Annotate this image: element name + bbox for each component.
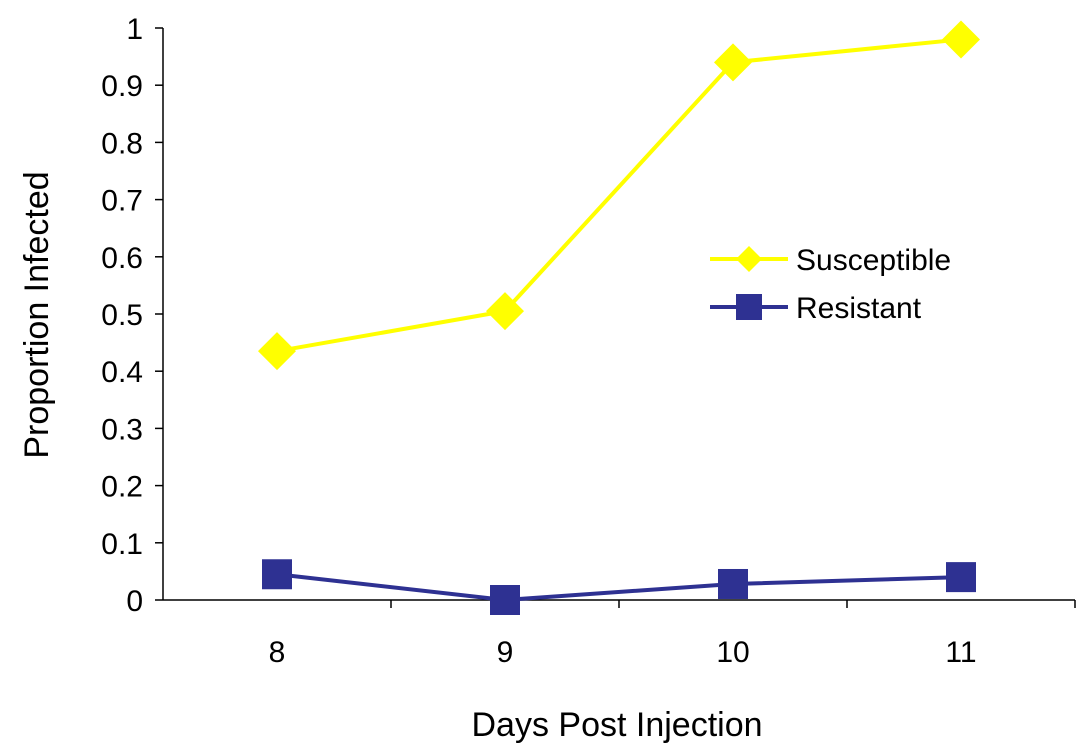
legend-swatch-marker: [736, 294, 762, 320]
x-tick-label: 11: [945, 636, 976, 669]
x-axis: 8 9 10 11: [163, 599, 1076, 669]
susceptible-point: [714, 43, 752, 82]
y-tick-label: 0.1: [101, 528, 143, 561]
y-tick-label: 0.3: [101, 413, 143, 446]
legend-label: Susceptible: [796, 244, 951, 277]
legend-item-resistant: Resistant: [710, 292, 922, 325]
susceptible-point: [486, 292, 524, 331]
legend-label: Resistant: [796, 292, 922, 325]
x-axis-title: Days Post Injection: [471, 706, 762, 744]
resistant-point: [262, 559, 292, 590]
y-tick-label: 0: [126, 585, 143, 618]
resistant-series: [262, 559, 976, 615]
y-tick-label: 0.4: [101, 356, 143, 389]
x-tick-label: 9: [497, 636, 514, 669]
x-tick-label: 8: [269, 636, 286, 669]
susceptible-point: [942, 20, 980, 59]
resistant-point: [490, 585, 520, 615]
resistant-line: [276, 572, 962, 603]
legend: Susceptible Resistant: [710, 244, 951, 325]
susceptible-line: [276, 37, 962, 354]
series-layer: [258, 20, 980, 615]
susceptible-series: [258, 20, 980, 371]
y-tick-label: 0.5: [101, 299, 143, 332]
legend-item-susceptible: Susceptible: [710, 244, 951, 277]
resistant-point: [946, 562, 976, 593]
y-tick-label: 0.9: [101, 70, 143, 103]
y-tick-label: 0.8: [101, 127, 143, 160]
y-tick-label: 0.6: [101, 242, 143, 275]
x-tick-label: 10: [716, 636, 749, 669]
legend-swatch-marker: [736, 246, 762, 272]
susceptible-point: [258, 332, 296, 371]
y-tick-label: 1: [126, 13, 143, 46]
y-tick-label: 0.2: [101, 471, 143, 504]
y-axis: 0 0.1 0.2 0.3 0.4 0.5 0.6 0.7 0.8 0.9 1: [101, 13, 164, 618]
resistant-point: [718, 568, 748, 599]
y-axis-title: Proportion Infected: [18, 171, 56, 458]
y-tick-label: 0.7: [101, 185, 143, 218]
